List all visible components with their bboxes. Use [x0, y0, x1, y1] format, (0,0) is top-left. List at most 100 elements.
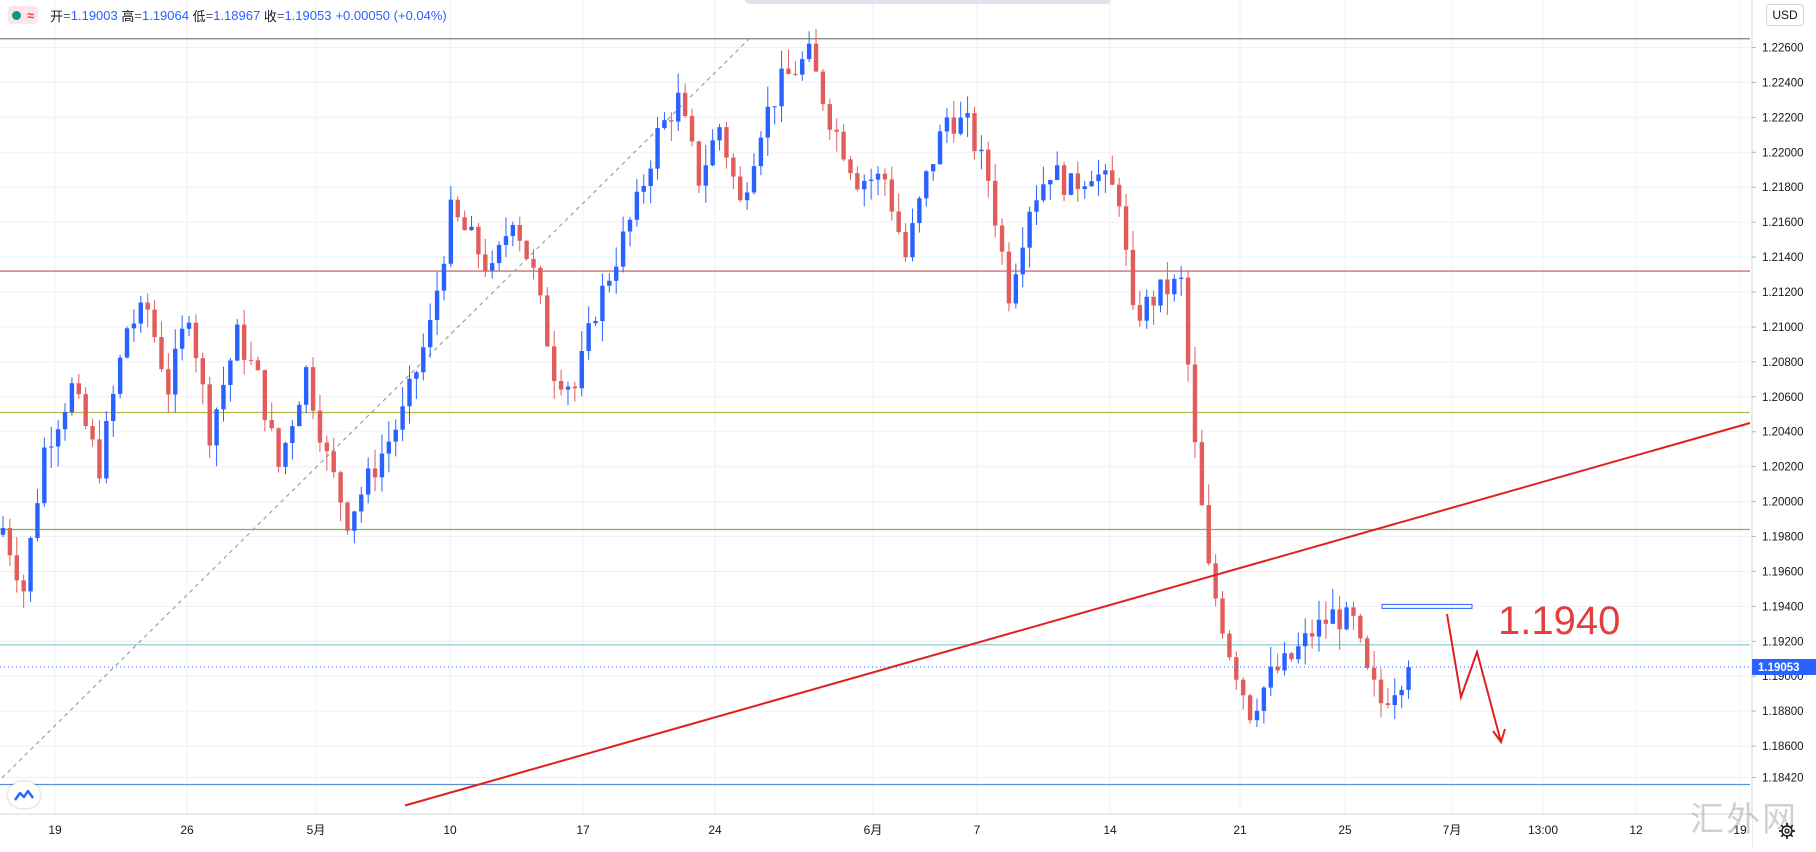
candle-body: [1172, 278, 1177, 295]
chart-top-handle[interactable]: [745, 0, 1111, 4]
candle-body: [992, 180, 998, 226]
candle-body: [131, 323, 137, 329]
candle-body: [1075, 173, 1081, 190]
candle-body: [1054, 165, 1060, 180]
candle-body: [937, 131, 943, 165]
candle-body: [600, 285, 605, 322]
candle-body: [1378, 679, 1384, 704]
candle-body: [97, 439, 102, 479]
price-tick-label: 1.20600: [1762, 392, 1804, 404]
currency-button[interactable]: USD: [1766, 4, 1804, 26]
candle-body: [1344, 607, 1349, 630]
candle-body: [42, 447, 47, 504]
time-tick-label: 12: [1629, 823, 1643, 837]
gear-icon[interactable]: [1778, 822, 1796, 840]
candle-body: [696, 141, 702, 186]
candle-body: [352, 511, 357, 531]
candle-body: [1048, 179, 1053, 185]
candle-body: [758, 137, 764, 167]
candle-body: [400, 406, 405, 430]
candle-body: [800, 59, 805, 75]
candle-body: [1130, 249, 1136, 306]
candle-body: [186, 322, 192, 329]
candle-body: [83, 394, 88, 427]
candle-body: [1282, 653, 1287, 671]
candle-body: [1316, 619, 1322, 637]
time-tick-label: 25: [1338, 823, 1352, 837]
time-tick-label: 19: [48, 823, 62, 837]
candle-body: [944, 117, 950, 132]
candle-body: [200, 358, 206, 385]
candle-body: [827, 104, 832, 130]
candle-body: [1247, 695, 1253, 721]
candle-body: [248, 359, 254, 361]
candle-body: [634, 191, 640, 220]
close-value: 1.19053: [284, 7, 332, 23]
candle-body: [558, 381, 564, 390]
candle-body: [717, 127, 722, 141]
candle-body: [868, 179, 874, 181]
candle-body: [1206, 505, 1211, 564]
candle-body: [655, 128, 660, 169]
candle-body: [910, 223, 915, 258]
candle-body: [1323, 619, 1329, 624]
candle-body: [421, 347, 426, 373]
candle-body: [1337, 609, 1342, 630]
last-price-tag: [1752, 658, 1816, 675]
tradingview-logo-icon[interactable]: [8, 782, 40, 808]
price-tick-label: 1.19800: [1762, 532, 1804, 544]
candle-body: [1289, 653, 1294, 660]
candle-body: [276, 428, 281, 467]
candle-body: [1192, 364, 1198, 443]
price-tick-label: 1.22400: [1762, 77, 1804, 89]
candle-body: [179, 328, 185, 349]
candle-body: [751, 166, 757, 193]
candle-body: [455, 199, 460, 218]
symbol-status-badge[interactable]: ≈: [8, 6, 39, 24]
low-value: 1.18967: [213, 7, 261, 23]
candle-body: [496, 244, 502, 264]
candle-body: [476, 226, 481, 255]
candle-body: [1303, 633, 1308, 647]
candle-body: [765, 106, 770, 138]
candle-body: [682, 92, 688, 116]
time-tick-label: 14: [1103, 823, 1117, 837]
change-value: +0.00050 (+0.04%): [335, 7, 447, 23]
candle-body: [448, 199, 454, 264]
candle-body: [297, 404, 302, 427]
candle-body: [510, 225, 516, 237]
candle-body: [104, 420, 109, 479]
time-tick-label: 5月: [307, 823, 326, 837]
candle-body: [724, 127, 729, 158]
time-axis-bg: [0, 814, 1752, 847]
watermark-logo: 汇外网: [1690, 800, 1798, 840]
candle-body: [1061, 165, 1067, 195]
candle-body: [269, 420, 274, 429]
candle-body: [614, 266, 619, 281]
time-tick-label: 19: [1733, 823, 1747, 837]
candle-body: [1103, 170, 1108, 175]
candle-body: [1082, 186, 1087, 190]
candle-body: [152, 309, 157, 338]
candle-body: [111, 393, 116, 421]
price-tick-label: 1.21000: [1762, 322, 1804, 334]
candle-body: [676, 92, 681, 122]
ohlc-legend: ≈ 开 = 1.19003 高 = 1.19064 低 = 1.18967 收 = 1.1905…: [8, 4, 447, 26]
price-tick-label: 1.21400: [1762, 252, 1804, 264]
candle-body: [1151, 296, 1156, 306]
open-label: 开: [50, 8, 64, 24]
time-tick-label: 21: [1233, 823, 1247, 837]
candle-body: [627, 219, 633, 232]
candle-body: [441, 263, 447, 291]
candle-body: [255, 360, 261, 371]
candle-body: [1241, 679, 1246, 696]
candle-body: [1110, 170, 1115, 185]
candle-body: [813, 43, 819, 72]
candle-body: [7, 528, 13, 556]
candle-body: [1137, 305, 1143, 321]
candle-body: [1068, 173, 1074, 195]
candle-body: [841, 131, 846, 160]
price-tick-label: 1.19600: [1762, 566, 1804, 578]
